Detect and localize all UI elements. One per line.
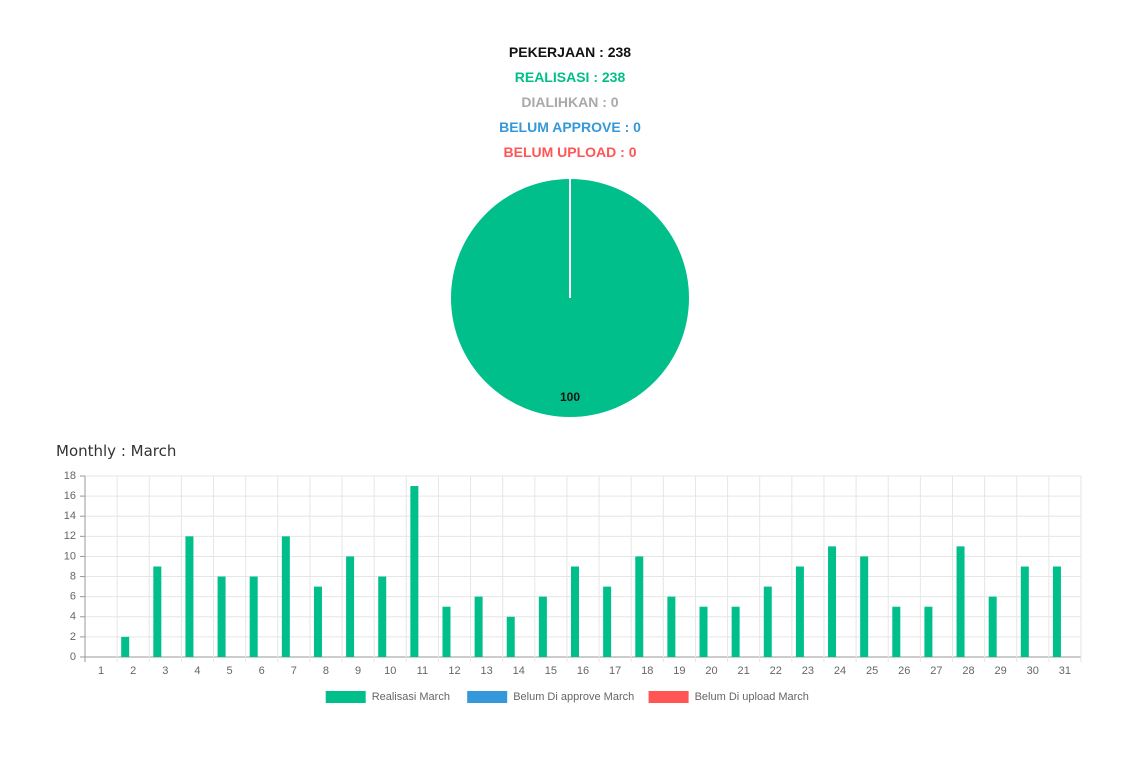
bar-realisasi-march-day-16 (571, 566, 579, 657)
pie-chart-container: 100 (440, 168, 700, 428)
bar-realisasi-march-day-28 (956, 546, 965, 657)
bar-realisasi-march-day-23 (795, 566, 804, 657)
y-tick-label: 0 (70, 651, 76, 663)
x-tick-label: 14 (513, 665, 525, 677)
bar-realisasi-march-day-29 (988, 596, 997, 657)
bar-realisasi-march-day-21 (731, 606, 740, 657)
bar-realisasi-march-day-7 (281, 536, 290, 657)
y-tick-label: 18 (64, 470, 76, 482)
y-tick-label: 10 (64, 550, 76, 562)
bar-chart-container: 0 2 4 6 8 10 12 14 16 18 1 2 3 4 5 6 7 8 9 10 11 12 13 14 15 16 17… (0, 462, 1140, 722)
y-tick-label: 2 (70, 631, 76, 643)
pie-slice-value-label: 100 (560, 390, 580, 404)
x-tick-label: 23 (802, 665, 814, 677)
legend-swatch-belum-di-approve-march (467, 691, 508, 703)
y-tick-label: 16 (64, 490, 76, 502)
x-tick-label: 30 (1027, 665, 1039, 677)
x-tick-label: 20 (705, 665, 717, 677)
bar-realisasi-march-day-10 (378, 576, 387, 657)
x-tick-label: 25 (866, 665, 878, 677)
x-tick-label: 17 (609, 665, 621, 677)
x-tick-label: 6 (259, 665, 265, 677)
realisasi-total: REALISASI : 238 (514, 69, 626, 85)
x-tick-label: 18 (641, 665, 653, 677)
bar-realisasi-march-day-2 (121, 636, 130, 657)
bar-realisasi-march-day-12 (442, 606, 451, 657)
bar-realisasi-march-day-18 (635, 556, 644, 657)
y-tick-label: 14 (64, 510, 76, 522)
legend-label-belum-di-approve-march: Belum Di approve March (513, 691, 634, 703)
x-tick-label: 19 (673, 665, 685, 677)
bar-realisasi-march-day-8 (313, 586, 322, 657)
x-tick-label: 21 (738, 665, 750, 677)
bar-realisasi-march-day-14 (506, 616, 515, 657)
bar-realisasi-march-day-3 (153, 566, 162, 657)
bar-realisasi-march-day-15 (538, 596, 547, 657)
x-tick-label: 2 (130, 665, 136, 677)
x-tick-label: 7 (291, 665, 297, 677)
x-tick-label: 29 (995, 665, 1007, 677)
bar-realisasi-march-day-6 (249, 576, 258, 657)
bar-realisasi-march-day-25 (860, 556, 869, 657)
pie-chart: 100 (451, 179, 689, 417)
legend-swatch-realisasi-march (325, 691, 366, 703)
bar-realisasi-march-day-22 (763, 586, 772, 657)
bar-realisasi-march-day-20 (699, 606, 708, 657)
x-tick-label: 3 (162, 665, 168, 677)
x-tick-label: 13 (480, 665, 492, 677)
legend-label-realisasi-march: Realisasi March (372, 691, 450, 703)
bar-realisasi-march-day-4 (185, 536, 194, 657)
x-tick-label: 22 (770, 665, 782, 677)
bar-realisasi-march-day-24 (828, 546, 837, 657)
belum-upload-total: BELUM UPLOAD : 0 (503, 144, 637, 160)
legend-swatch-belum-di-upload-march (648, 691, 689, 703)
y-tick-label: 6 (70, 591, 76, 603)
y-tick-label: 12 (64, 530, 76, 542)
x-tick-label: 11 (417, 665, 428, 677)
x-tick-label: 31 (1059, 665, 1071, 677)
bar-realisasi-march-day-30 (1020, 566, 1029, 657)
bar-realisasi-march-day-11 (410, 486, 419, 657)
bar-realisasi-march-day-26 (892, 606, 901, 657)
pekerjaan-total: PEKERJAAN : 238 (508, 44, 632, 60)
bar-realisasi-march-day-27 (924, 606, 933, 657)
x-tick-label: 8 (323, 665, 329, 677)
x-tick-label: 27 (930, 665, 942, 677)
x-tick-label: 12 (448, 665, 460, 677)
summary-panel: PEKERJAAN : 238 REALISASI : 238 DIALIHKA… (0, 40, 1140, 165)
bar-realisasi-march-day-13 (474, 596, 483, 657)
bar-realisasi-march-day-17 (603, 586, 612, 657)
x-tick-label: 4 (194, 665, 200, 677)
x-tick-label: 28 (962, 665, 974, 677)
x-tick-label: 24 (834, 665, 846, 677)
bar-realisasi-march-day-5 (217, 576, 226, 657)
bar-realisasi-march-day-19 (667, 596, 676, 657)
x-tick-label: 10 (384, 665, 396, 677)
bar-realisasi-march-day-31 (1052, 566, 1061, 657)
belum-approve-total: BELUM APPROVE : 0 (499, 119, 641, 135)
y-tick-label: 4 (70, 611, 76, 623)
dialihkan-total: DIALIHKAN : 0 (521, 94, 619, 110)
y-tick-label: 8 (70, 570, 76, 582)
x-tick-label: 5 (227, 665, 233, 677)
x-tick-label: 16 (577, 665, 589, 677)
x-tick-label: 1 (98, 665, 104, 677)
x-tick-label: 15 (545, 665, 557, 677)
x-tick-label: 9 (355, 665, 361, 677)
bar-realisasi-march-day-9 (346, 556, 355, 657)
legend-label-belum-di-upload-march: Belum Di upload March (695, 691, 809, 703)
x-tick-label: 26 (898, 665, 910, 677)
monthly-title: Monthly : March (56, 442, 177, 460)
